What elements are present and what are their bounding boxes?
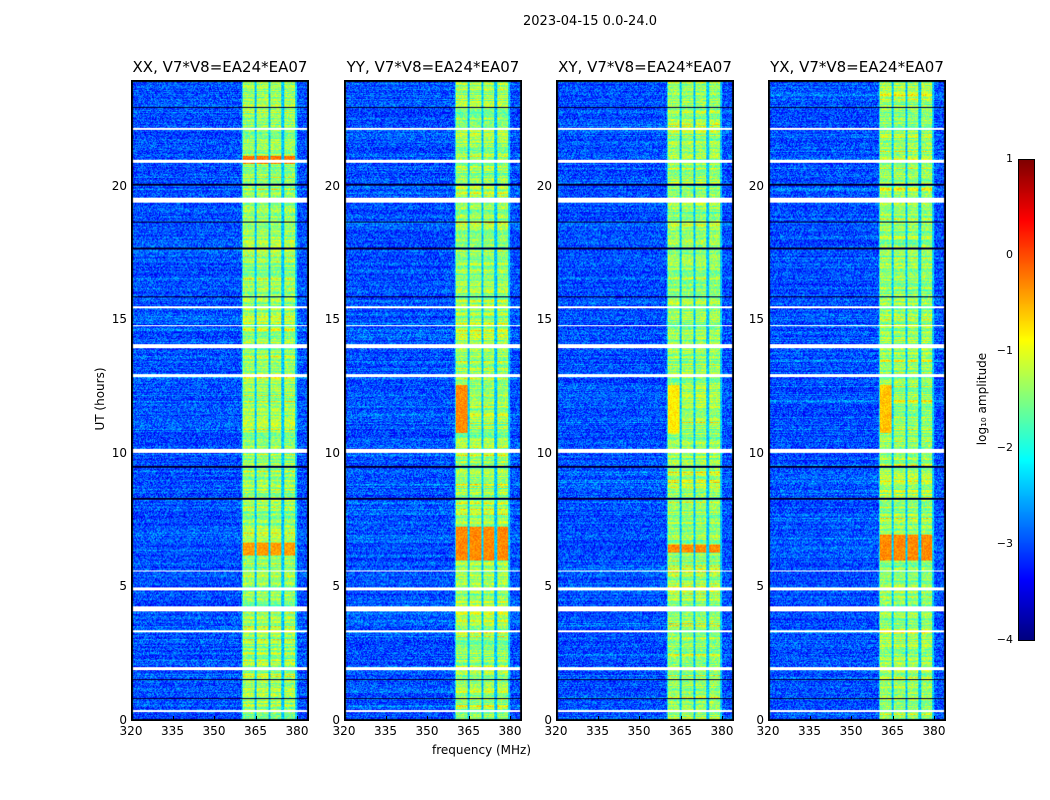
colorbar: [1018, 159, 1035, 641]
x-tick-label: 380: [922, 724, 946, 738]
colorbar-tick-label: 1: [1006, 152, 1013, 165]
panel-title: YY, V7*V8=EA24*EA07: [346, 58, 520, 76]
colorbar-tick-label: −4: [996, 633, 1013, 646]
colorbar-tick-label: −2: [996, 440, 1013, 454]
x-tick-mark: [639, 716, 640, 721]
x-tick-label: 350: [415, 724, 439, 738]
y-tick-label: 15: [111, 312, 127, 327]
panel-title: YX, V7*V8=EA24*EA07: [770, 58, 944, 76]
y-tick-label: 15: [324, 312, 340, 327]
x-tick-label: 335: [586, 724, 609, 738]
y-tick-label: 20: [748, 178, 764, 193]
figure-title: 2023-04-15 0.0-24.0: [523, 14, 657, 29]
x-tick-mark: [597, 716, 599, 721]
x-tick-mark: [680, 716, 682, 721]
x-tick-label: 320: [332, 724, 356, 738]
waterfall-panel: [344, 80, 522, 721]
x-tick-label: 365: [244, 724, 267, 738]
panel-title: XY, V7*V8=EA24*EA07: [558, 58, 732, 76]
y-tick-label: 10: [324, 445, 340, 460]
x-tick-mark: [385, 716, 387, 721]
x-tick-label: 350: [202, 724, 226, 738]
x-tick-label: 365: [669, 724, 692, 738]
x-tick-mark: [172, 716, 174, 721]
y-tick-label: 0: [332, 713, 340, 727]
x-tick-label: 380: [498, 724, 522, 738]
y-tick-label: 15: [536, 312, 552, 327]
x-tick-label: 380: [710, 724, 734, 738]
y-axis-label: UT (hours): [93, 367, 107, 431]
x-tick-label: 320: [544, 724, 568, 738]
x-tick-label: 350: [839, 724, 863, 738]
y-tick-label: 5: [332, 579, 340, 594]
waterfall-panel: [556, 80, 734, 721]
x-tick-mark: [768, 716, 769, 721]
x-tick-label: 350: [627, 724, 651, 738]
x-tick-mark: [297, 716, 298, 721]
x-tick-mark: [510, 716, 511, 721]
y-tick-label: 0: [119, 713, 127, 727]
y-tick-label: 15: [748, 312, 764, 327]
waterfall-panel: [768, 80, 946, 721]
colorbar-tick-label: −3: [996, 536, 1013, 550]
y-tick-label: 0: [544, 713, 552, 727]
x-tick-label: 380: [285, 724, 309, 738]
x-tick-label: 365: [881, 724, 904, 738]
x-tick-mark: [851, 716, 852, 721]
y-tick-label: 10: [536, 445, 552, 460]
y-tick-label: 0: [756, 713, 764, 727]
x-tick-mark: [556, 716, 557, 721]
x-tick-mark: [255, 716, 257, 721]
x-tick-mark: [892, 716, 894, 721]
y-tick-label: 5: [119, 579, 127, 594]
x-tick-mark: [468, 716, 470, 721]
x-tick-mark: [809, 716, 811, 721]
colorbar-tick-label: −1: [996, 344, 1013, 358]
x-tick-label: 320: [119, 724, 143, 738]
colorbar-tick-label: 0: [1006, 248, 1013, 262]
x-tick-label: 320: [756, 724, 780, 738]
x-tick-mark: [131, 716, 132, 721]
x-tick-label: 365: [457, 724, 480, 738]
y-tick-label: 20: [324, 178, 340, 193]
y-tick-label: 10: [111, 445, 127, 460]
x-tick-mark: [344, 716, 345, 721]
x-tick-label: 335: [161, 724, 184, 738]
y-tick-label: 5: [756, 579, 764, 594]
y-tick-label: 5: [544, 579, 552, 594]
x-axis-label: frequency (MHz): [432, 743, 532, 757]
panel-title: XX, V7*V8=EA24*EA07: [132, 58, 308, 76]
y-tick-label: 10: [748, 445, 764, 460]
x-tick-mark: [427, 716, 428, 721]
x-tick-label: 335: [374, 724, 397, 738]
y-tick-label: 20: [111, 178, 127, 193]
x-tick-mark: [722, 716, 723, 721]
y-tick-label: 20: [536, 178, 552, 193]
waterfall-panel: [131, 80, 309, 721]
x-tick-label: 335: [798, 724, 821, 738]
x-tick-mark: [934, 716, 935, 721]
x-tick-mark: [214, 716, 215, 721]
